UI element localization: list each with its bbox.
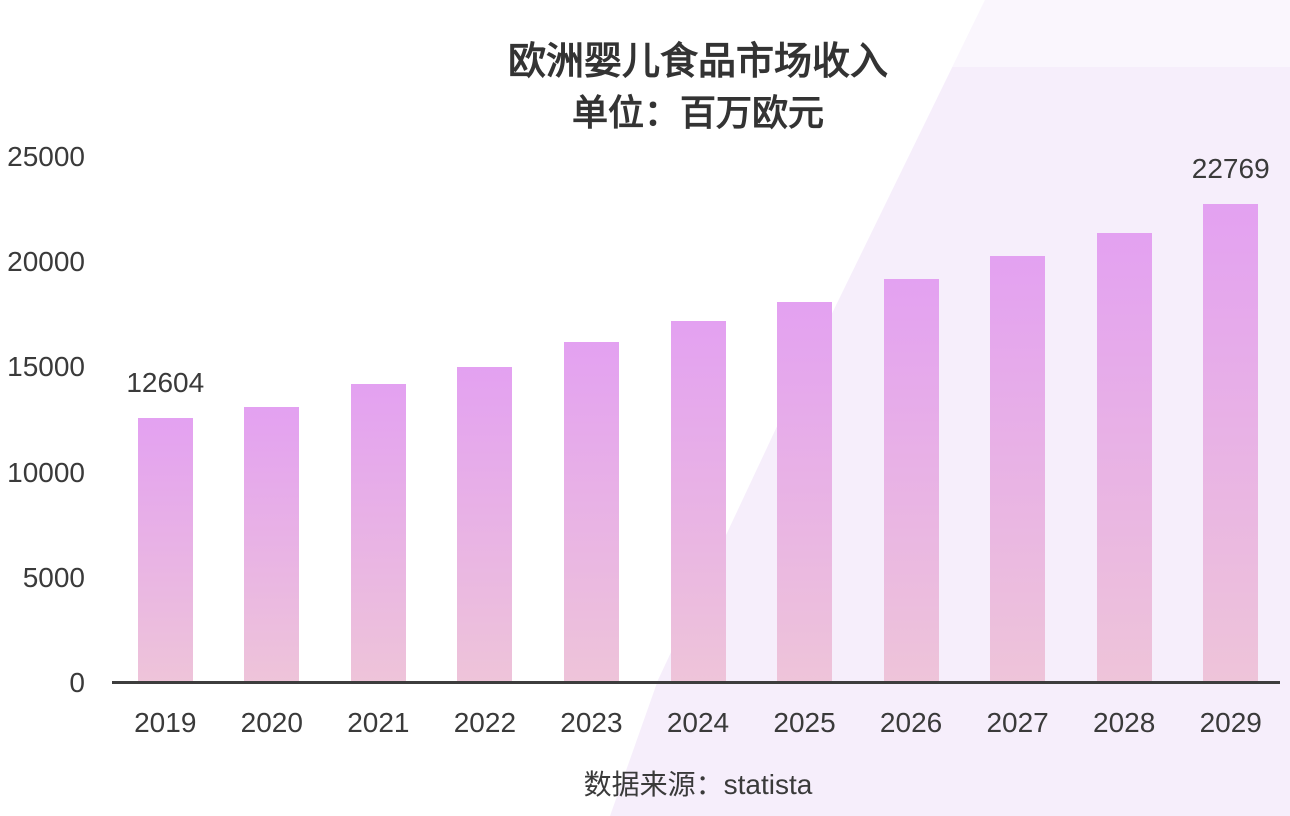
x-tick-label-2027: 2027 (986, 707, 1049, 738)
chart-title: 欧洲婴儿食品市场收入 单位：百万欧元 (112, 36, 1284, 138)
x-tick-label-2020: 2020 (240, 707, 303, 738)
x-tick-label-2029: 2029 (1199, 707, 1262, 738)
y-tick-label: 15000 (7, 351, 85, 383)
bar-value-label-2029: 22769 (1191, 152, 1270, 184)
y-tick-label: 0 (69, 667, 85, 698)
source-note: 数据来源：statista (583, 769, 813, 800)
y-tick-label: 25000 (7, 141, 85, 172)
x-tick-label-2022: 2022 (453, 707, 517, 738)
x-tick-label-2023: 2023 (560, 707, 623, 738)
x-axis-line (112, 681, 1280, 684)
chart-subtitle-text: 单位：百万欧元 (571, 92, 824, 133)
bar-2029 (1203, 203, 1259, 683)
y-tick-label: 20000 (7, 246, 85, 278)
x-tick-label-2025: 2025 (773, 707, 836, 738)
bar-2028 (1096, 232, 1152, 683)
x-tick-label-2026: 2026 (879, 707, 943, 738)
bar-2020 (244, 407, 300, 683)
bar-2022 (457, 367, 513, 683)
bar-2024 (670, 321, 726, 683)
x-tick-label-2028: 2028 (1093, 707, 1156, 738)
bar-2027 (990, 255, 1046, 683)
x-tick-label-2019: 2019 (134, 707, 197, 738)
bar-2023 (563, 342, 619, 683)
bar-2025 (777, 302, 833, 683)
bar-2021 (350, 384, 406, 683)
y-tick-label: 10000 (7, 456, 85, 488)
y-tick-label: 5000 (22, 561, 85, 593)
bar-value-label-2019: 12604 (126, 366, 205, 398)
x-tick-label-2024: 2024 (666, 707, 730, 738)
chart-title-text: 欧洲婴儿食品市场收入 (507, 41, 888, 83)
x-tick-label-2021: 2021 (347, 707, 410, 738)
bar-2026 (883, 279, 939, 683)
bar-2019 (137, 417, 193, 683)
